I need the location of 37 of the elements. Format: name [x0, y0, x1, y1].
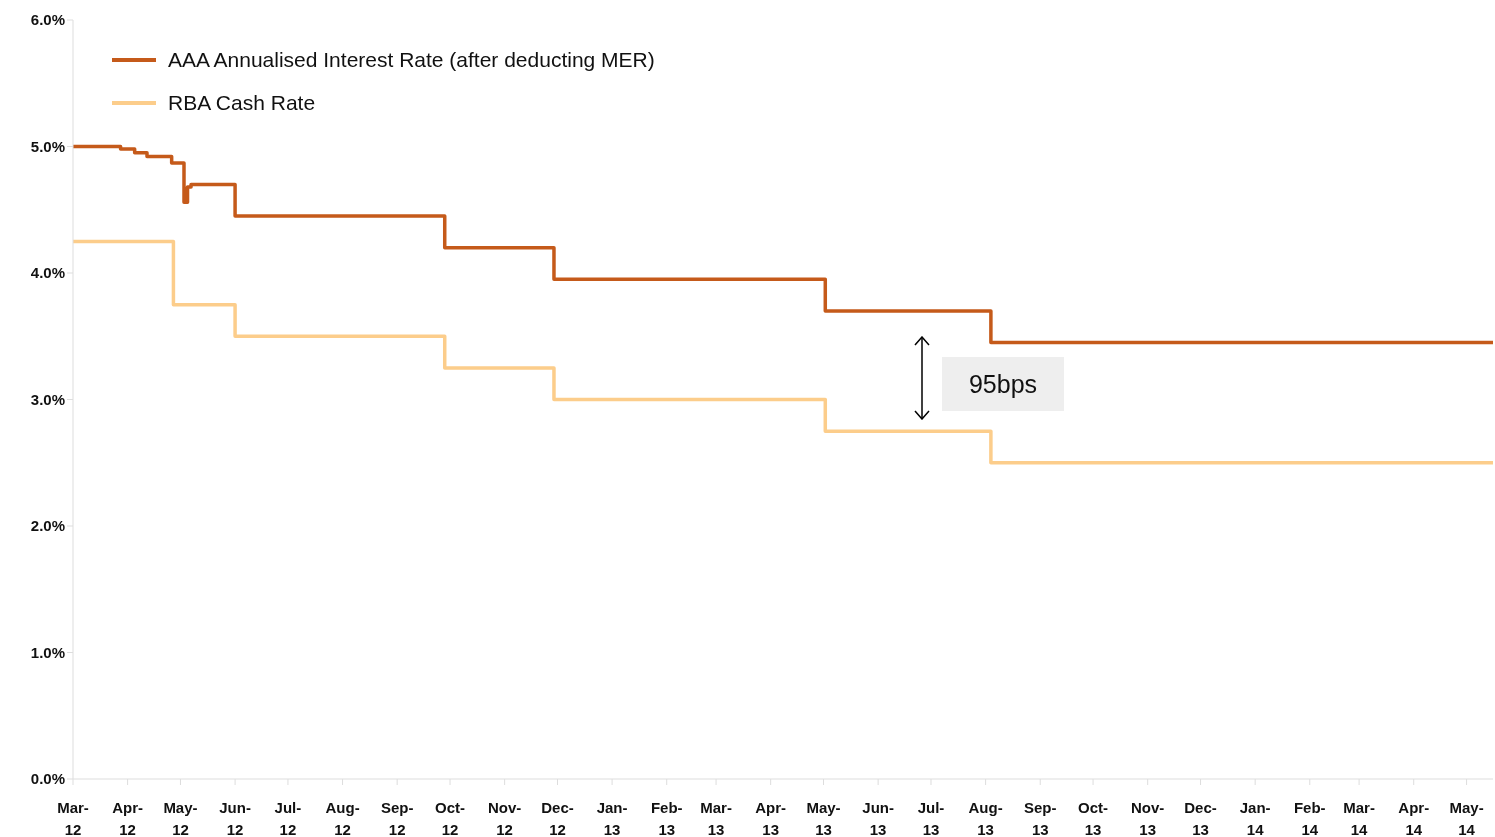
x-tick-label: Dec-12 — [541, 799, 574, 837]
legend-label: RBA Cash Rate — [168, 90, 316, 115]
x-tick-label: Sep-12 — [380, 799, 414, 837]
x-tick-label: Nov-13 — [1131, 799, 1165, 837]
x-tick-label: Sep-13 — [1023, 799, 1057, 837]
x-tick-label: Apr-12 — [112, 799, 144, 837]
x-tick-label: Oct-13 — [1078, 799, 1109, 837]
legend-label: AAA Annualised Interest Rate (after deducting MER) — [168, 47, 655, 72]
y-tick-label: 2.0% — [30, 517, 65, 535]
x-tick-label: Feb-13 — [650, 799, 683, 837]
x-tick-label: May-13 — [806, 799, 841, 837]
x-tick-label: Oct-12 — [435, 799, 466, 837]
x-tick-label: May-12 — [163, 799, 198, 837]
x-tick-label: May-14 — [1449, 799, 1484, 837]
y-tick-label: 3.0% — [30, 390, 65, 408]
x-tick-label: Mar-13 — [700, 799, 732, 837]
y-tick-label: 0.0% — [30, 770, 65, 788]
x-tick-label: Nov-12 — [487, 799, 522, 837]
x-tick-label: Jan-14 — [1239, 799, 1271, 837]
annotation: 95bps — [942, 357, 1064, 411]
x-tick-label: Apr-14 — [1398, 799, 1430, 837]
x-tick-label: Jul-12 — [274, 799, 302, 837]
x-tick-label: Jul-13 — [917, 799, 945, 837]
x-tick-label: Jan-13 — [596, 799, 628, 837]
x-tick-label: Jun-13 — [862, 799, 894, 837]
x-tick-label: Jun-12 — [219, 799, 251, 837]
x-tick-label: Apr-13 — [755, 799, 787, 837]
x-tick-label: Mar-14 — [1343, 799, 1375, 837]
x-tick-label: Mar-12 — [57, 799, 89, 837]
y-tick-label: 5.0% — [30, 137, 65, 155]
x-tick-label: Feb-14 — [1293, 799, 1326, 837]
x-tick-label: Dec-13 — [1184, 799, 1217, 837]
y-tick-label: 1.0% — [30, 643, 65, 661]
x-tick-label: Aug-13 — [968, 799, 1003, 837]
x-tick-label: Aug-12 — [325, 799, 360, 837]
y-tick-label: 4.0% — [30, 264, 65, 282]
y-tick-label: 6.0% — [30, 11, 65, 29]
